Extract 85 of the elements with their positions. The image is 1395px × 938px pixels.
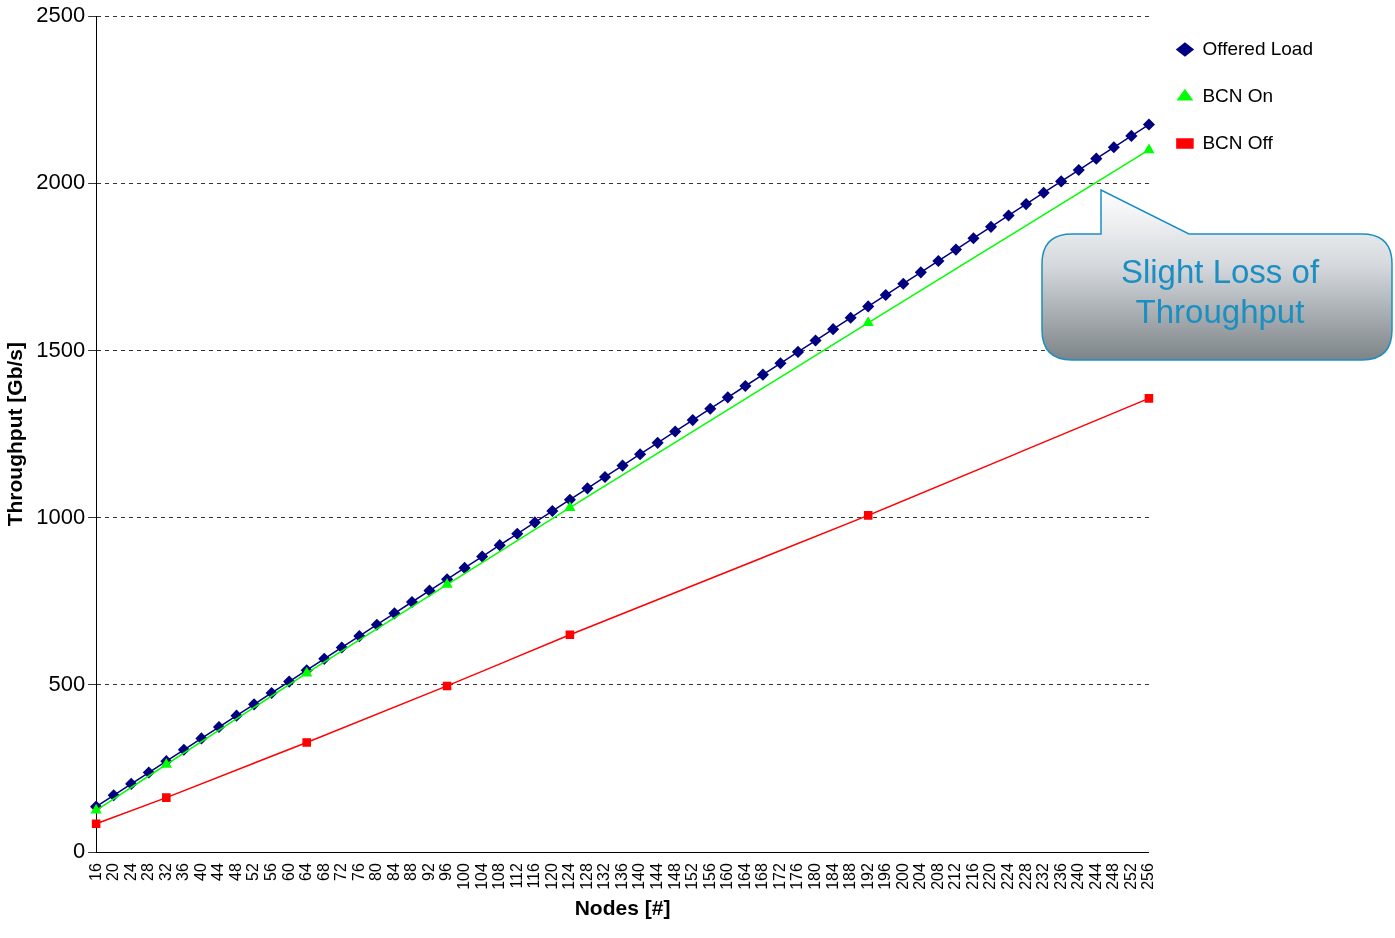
point — [442, 681, 452, 691]
x-tick-label: 72 — [332, 863, 350, 881]
x-tick-label: 88 — [402, 863, 420, 881]
x-tick-label: 24 — [121, 863, 139, 881]
x-tick-label: 104 — [472, 863, 490, 890]
x-tick-label: 176 — [788, 863, 806, 890]
x-tick-label: 40 — [191, 863, 209, 881]
x-tick-label: 36 — [174, 863, 192, 881]
x-tick-label: 20 — [104, 863, 122, 881]
x-tick-label: 60 — [279, 863, 297, 881]
y-tick-label: 1500 — [36, 336, 86, 362]
x-tick-label: 108 — [490, 863, 508, 890]
x-tick-label: 220 — [981, 863, 999, 890]
x-tick-label: 80 — [367, 863, 385, 881]
x-tick-label: 248 — [1104, 863, 1122, 890]
x-tick-label: 164 — [735, 863, 753, 890]
point — [863, 511, 873, 520]
x-tick-label: 252 — [1121, 863, 1139, 890]
y-axis-title: Throughput [Gb/s] — [3, 342, 27, 527]
x-tick-label: 56 — [262, 863, 280, 881]
x-tick-label: 216 — [963, 863, 981, 890]
y-tick-label: 1000 — [36, 503, 86, 529]
x-tick-label: 68 — [314, 863, 332, 881]
x-tick-label: 228 — [1016, 863, 1034, 890]
x-tick-label: 52 — [244, 863, 262, 881]
x-tick-label: 128 — [577, 863, 595, 890]
x-tick-label: 212 — [946, 863, 964, 890]
x-tick-label: 124 — [560, 863, 578, 890]
point — [91, 804, 102, 814]
x-tick-label: 84 — [384, 863, 402, 881]
x-tick-label: 96 — [437, 863, 455, 881]
x-tick-label: 16 — [86, 863, 104, 881]
x-tick-label: 236 — [1051, 863, 1069, 890]
legend-label: BCN On — [1202, 84, 1274, 106]
x-tick-label: 140 — [630, 863, 648, 890]
x-tick-label: 136 — [612, 863, 630, 890]
point — [564, 501, 575, 511]
x-tick-label: 48 — [226, 863, 244, 881]
point — [565, 630, 575, 640]
point — [302, 738, 311, 747]
point — [91, 819, 101, 828]
point — [1143, 144, 1155, 154]
x-tick-label: 152 — [683, 863, 701, 890]
x-tick-label: 256 — [1139, 863, 1157, 890]
y-tick-label: 2500 — [36, 2, 86, 28]
x-tick-label: 116 — [525, 863, 543, 889]
x-tick-label: 44 — [209, 863, 227, 881]
x-tick-label: 28 — [139, 863, 157, 881]
x-tick-label: 180 — [805, 863, 823, 890]
y-tick-label: 500 — [48, 670, 86, 696]
x-tick-label: 184 — [823, 863, 841, 890]
x-tick-label: 112 — [507, 863, 525, 889]
point — [1144, 394, 1154, 403]
legend-label: BCN Off — [1202, 131, 1274, 153]
x-tick-label: 144 — [648, 863, 666, 890]
x-tick-label: 196 — [876, 863, 894, 890]
x-tick-label: 204 — [911, 863, 929, 890]
x-tick-label: 64 — [297, 863, 315, 881]
point — [162, 793, 171, 802]
x-tick-label: 232 — [1034, 863, 1052, 890]
x-tick-label: 224 — [998, 863, 1016, 890]
x-tick-label: 92 — [419, 863, 437, 881]
x-tick-label: 160 — [718, 863, 736, 890]
x-tick-label: 240 — [1069, 863, 1087, 890]
y-tick-label: 2000 — [36, 169, 86, 195]
x-tick-label: 192 — [858, 863, 876, 890]
x-tick-label: 172 — [770, 863, 788, 890]
x-tick-label: 148 — [665, 863, 683, 890]
x-tick-label: 32 — [156, 863, 174, 881]
x-tick-label: 120 — [542, 863, 560, 890]
point — [863, 317, 874, 327]
x-tick-label: 156 — [700, 863, 718, 890]
x-tick-label: 188 — [841, 863, 859, 890]
x-tick-label: 200 — [893, 863, 911, 890]
annotation: Slight Loss of Throughput — [1119, 252, 1321, 332]
x-tick-label: 208 — [928, 863, 946, 890]
x-tick-label: 244 — [1086, 863, 1104, 890]
x-tick-label: 76 — [349, 863, 367, 881]
point — [441, 578, 453, 588]
x-tick-label: 100 — [455, 863, 473, 890]
legend-label: Offered Load — [1202, 37, 1314, 59]
y-tick-label: 0 — [72, 838, 86, 864]
x-axis-title: Nodes [#] — [574, 896, 671, 920]
x-tick-label: 132 — [595, 863, 613, 890]
x-tick-label: 168 — [753, 863, 771, 890]
